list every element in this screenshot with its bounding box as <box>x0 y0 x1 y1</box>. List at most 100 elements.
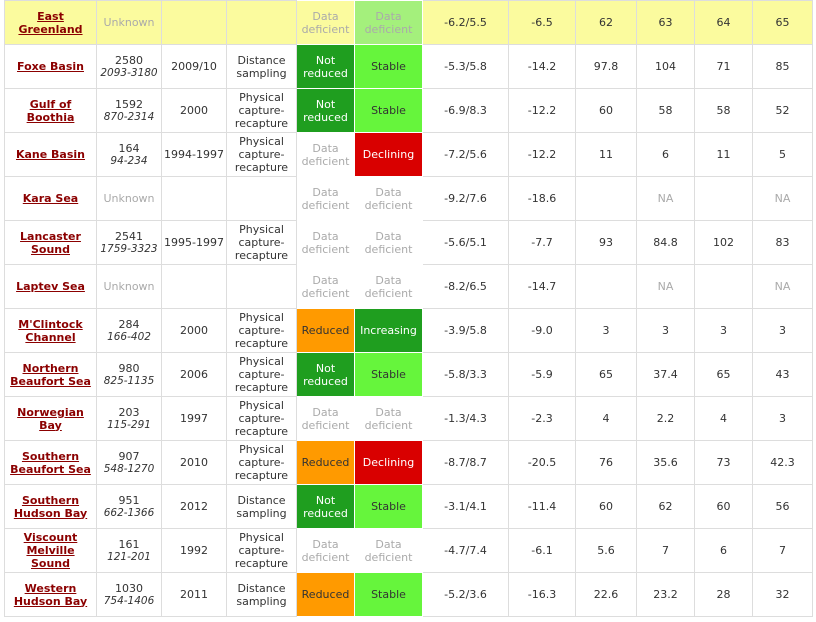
survey-method: Physical capture-recapture <box>234 223 289 262</box>
value-cell: NA <box>636 264 695 309</box>
value-cell: 83 <box>752 220 813 265</box>
estimate-cell: 1592 870-2314 <box>96 88 162 133</box>
estimate-cell: Unknown <box>96 0 162 45</box>
value-cell: NA <box>752 264 813 309</box>
value-cell: -3.1/4.1 <box>422 484 509 529</box>
subpopulation-name: Southern Beaufort Sea <box>10 449 91 476</box>
trend-cell: Data deficient <box>354 176 423 221</box>
value-cell: 6 <box>636 132 695 177</box>
value: -6.5 <box>531 16 553 29</box>
survey-year: 2011 <box>180 588 208 601</box>
value: -9.0 <box>531 324 553 337</box>
value-cell: 85 <box>752 44 813 89</box>
year-cell: 2010 <box>161 440 227 485</box>
trend-label: Declining <box>362 148 415 161</box>
value: 104 <box>655 60 676 73</box>
trend-cell: Stable <box>354 484 423 529</box>
value-cell: 60 <box>575 88 637 133</box>
survey-method: Physical capture-recapture <box>234 311 289 350</box>
value-cell: 3 <box>575 308 637 353</box>
value-cell: 56 <box>752 484 813 529</box>
year-cell: 1992 <box>161 528 227 573</box>
value: 4 <box>602 412 610 425</box>
status-label: Data deficient <box>301 537 350 564</box>
estimate-cell: 980 825-1135 <box>96 352 162 397</box>
estimate-cell: 161 121-201 <box>96 528 162 573</box>
value-cell: 4 <box>694 396 753 441</box>
value: 4 <box>720 412 727 425</box>
subpopulation-name: Laptev Sea <box>16 280 85 293</box>
trend-label: Declining <box>362 456 415 469</box>
status-cell: Data deficient <box>296 0 355 45</box>
value: 42.3 <box>770 456 795 469</box>
status-label: Data deficient <box>301 405 350 432</box>
value: 32 <box>775 588 790 601</box>
value-cell: 102 <box>694 220 753 265</box>
value: -6.1 <box>531 544 553 557</box>
estimate-cell: Unknown <box>96 264 162 309</box>
method-cell <box>226 176 297 221</box>
value: 22.6 <box>593 588 619 601</box>
estimate-range: 94-234 <box>110 154 148 167</box>
value-cell: -12.2 <box>508 132 576 177</box>
value: -5.3/5.8 <box>444 60 487 73</box>
value: 65 <box>775 16 790 29</box>
value-cell: 65 <box>752 0 813 45</box>
survey-year: 2000 <box>180 324 208 337</box>
estimate-range: 2093-3180 <box>100 66 158 79</box>
method-cell: Physical capture-recapture <box>226 396 297 441</box>
year-cell: 1995-1997 <box>161 220 227 265</box>
method-cell: Physical capture-recapture <box>226 440 297 485</box>
value-cell: -5.2/3.6 <box>422 572 509 617</box>
survey-year: 1992 <box>180 544 208 557</box>
value-cell: NA <box>752 176 813 221</box>
estimate-cell: 2580 2093-3180 <box>96 44 162 89</box>
value-cell: -9.2/7.6 <box>422 176 509 221</box>
value-cell <box>575 264 637 309</box>
value: 60 <box>716 500 731 513</box>
value-cell: 4 <box>575 396 637 441</box>
population-estimate: 1592 <box>115 97 143 111</box>
table-row: East Greenland Unknown Data deficient Data … <box>4 0 813 45</box>
value: -5.2/3.6 <box>444 588 487 601</box>
value-cell: 93 <box>575 220 637 265</box>
value: 65 <box>599 368 613 381</box>
survey-year: 1994-1997 <box>164 148 224 161</box>
survey-method: Physical capture-recapture <box>234 135 289 174</box>
survey-year: 2009/10 <box>171 60 217 73</box>
value: -3.1/4.1 <box>444 500 487 513</box>
subpopulation-name: M'Clintock Channel <box>18 317 83 344</box>
status-label: Data deficient <box>301 185 350 212</box>
value: 35.6 <box>653 456 678 469</box>
year-cell: 2000 <box>161 88 227 133</box>
survey-method: Distance sampling <box>236 53 287 80</box>
status-cell: Not reduced <box>296 484 355 529</box>
value-cell: NA <box>636 176 695 221</box>
value: 71 <box>716 60 731 73</box>
value: NA <box>774 280 791 293</box>
value: 62 <box>599 16 613 29</box>
value: -16.3 <box>527 588 557 601</box>
subpopulation-name: Lancaster Sound <box>20 229 81 256</box>
value-cell: -18.6 <box>508 176 576 221</box>
value-cell: 62 <box>636 484 695 529</box>
value: 60 <box>599 500 613 513</box>
value-cell: 43 <box>752 352 813 397</box>
value: 23.2 <box>653 588 678 601</box>
value: -9.2/7.6 <box>444 192 487 205</box>
value-cell: -6.5 <box>508 0 576 45</box>
value: 56 <box>775 500 790 513</box>
estimate-cell: 907 548-1270 <box>96 440 162 485</box>
value: 3 <box>602 324 610 337</box>
value: 60 <box>599 104 613 117</box>
value-cell <box>575 176 637 221</box>
value: 43 <box>775 368 790 381</box>
value-cell: -7.7 <box>508 220 576 265</box>
value-cell: -6.2/5.5 <box>422 0 509 45</box>
subpopulation-name: Norwegian Bay <box>17 405 84 432</box>
value-cell: 73 <box>694 440 753 485</box>
value: NA <box>657 192 674 205</box>
status-label: Data deficient <box>301 9 350 36</box>
status-cell: Data deficient <box>296 264 355 309</box>
